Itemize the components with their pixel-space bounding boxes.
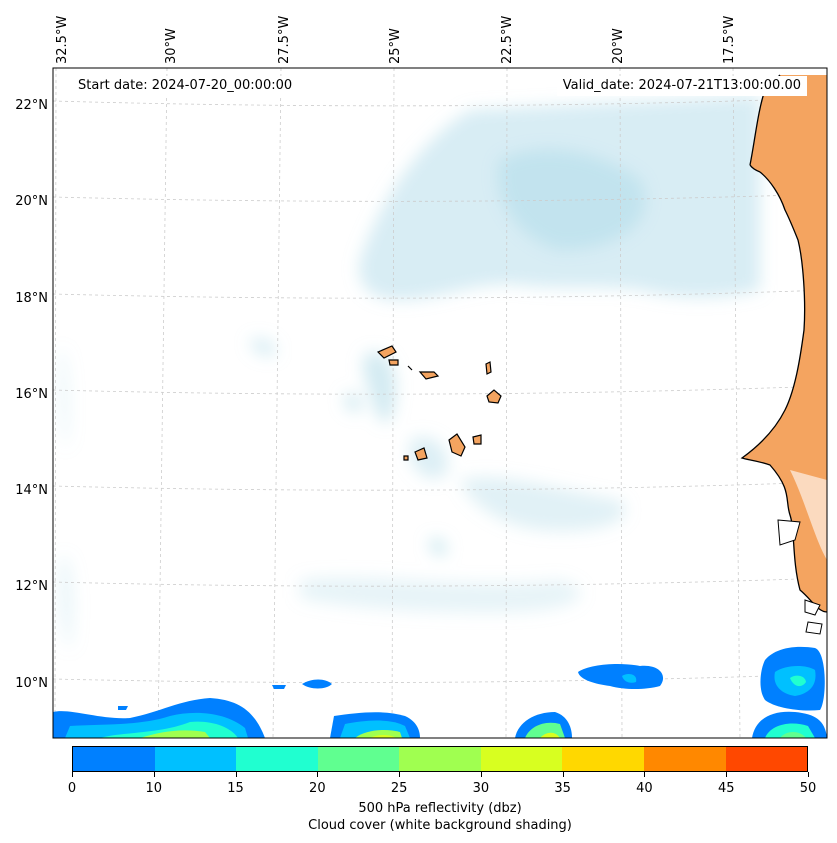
lon-label: 22.5°W bbox=[500, 15, 515, 64]
colorbar-label: 500 hPa reflectivity (dbz) bbox=[358, 801, 522, 816]
colorbar-segment bbox=[643, 747, 726, 771]
colorbar-tick bbox=[235, 772, 237, 777]
valid-date-label: Valid_date: 2024-07-21T13:00:00.00 bbox=[556, 76, 807, 96]
colorbar-tick bbox=[480, 772, 482, 777]
land-africa bbox=[740, 74, 827, 738]
reflectivity-cells bbox=[53, 646, 827, 738]
colorbar-tick-label: 20 bbox=[309, 781, 326, 796]
lon-label: 32.5°W bbox=[55, 15, 70, 64]
colorbar-tick-label: 0 bbox=[67, 781, 77, 796]
lon-label: 27.5°W bbox=[277, 15, 292, 64]
colorbar-segment bbox=[73, 747, 155, 771]
colorbar bbox=[72, 746, 808, 772]
lat-label: 10°N bbox=[15, 676, 48, 691]
map-frame bbox=[52, 67, 828, 739]
colorbar-tick bbox=[726, 772, 728, 777]
colorbar-sublabel: Cloud cover (white background shading) bbox=[308, 818, 572, 833]
colorbar-tick-label: 10 bbox=[145, 781, 163, 796]
start-date-label: Start date: 2024-07-20_00:00:00 bbox=[72, 76, 299, 96]
colorbar-tick-label: 50 bbox=[799, 781, 817, 796]
lon-label: 20°W bbox=[611, 28, 626, 64]
colorbar-segment bbox=[154, 747, 237, 771]
colorbar-segment bbox=[317, 747, 400, 771]
colorbar-tick-label: 30 bbox=[472, 781, 490, 796]
lat-label: 12°N bbox=[15, 579, 48, 594]
colorbar-segment bbox=[236, 747, 318, 771]
graticule bbox=[53, 68, 827, 738]
colorbar-segment bbox=[562, 747, 644, 771]
lon-label: 17.5°W bbox=[722, 15, 737, 64]
colorbar-tick-label: 40 bbox=[636, 781, 653, 796]
lat-label: 20°N bbox=[15, 194, 48, 209]
colorbar-tick bbox=[317, 772, 319, 777]
colorbar-segment bbox=[725, 747, 808, 771]
colorbar-tick-label: 45 bbox=[717, 781, 735, 796]
colorbar-tick-label: 25 bbox=[390, 781, 408, 796]
lat-label: 18°N bbox=[15, 291, 48, 306]
colorbar-tick bbox=[399, 772, 401, 777]
lat-label: 14°N bbox=[15, 483, 48, 498]
colorbar-segment bbox=[480, 747, 563, 771]
lon-label: 30°W bbox=[164, 28, 179, 64]
lat-label: 22°N bbox=[15, 98, 48, 113]
colorbar-tick bbox=[808, 772, 809, 777]
colorbar-tick bbox=[153, 772, 155, 777]
cape-verde-islands bbox=[376, 345, 502, 461]
lon-label: 25°W bbox=[388, 28, 403, 64]
colorbar-tick bbox=[644, 772, 646, 777]
colorbar-tick bbox=[562, 772, 564, 777]
lat-label: 16°N bbox=[15, 387, 48, 402]
colorbar-tick bbox=[72, 772, 73, 777]
colorbar-segment bbox=[399, 747, 481, 771]
colorbar-tick-label: 35 bbox=[554, 781, 571, 796]
colorbar-tick-label: 15 bbox=[227, 781, 244, 796]
cloud-cover-shading bbox=[58, 95, 760, 650]
